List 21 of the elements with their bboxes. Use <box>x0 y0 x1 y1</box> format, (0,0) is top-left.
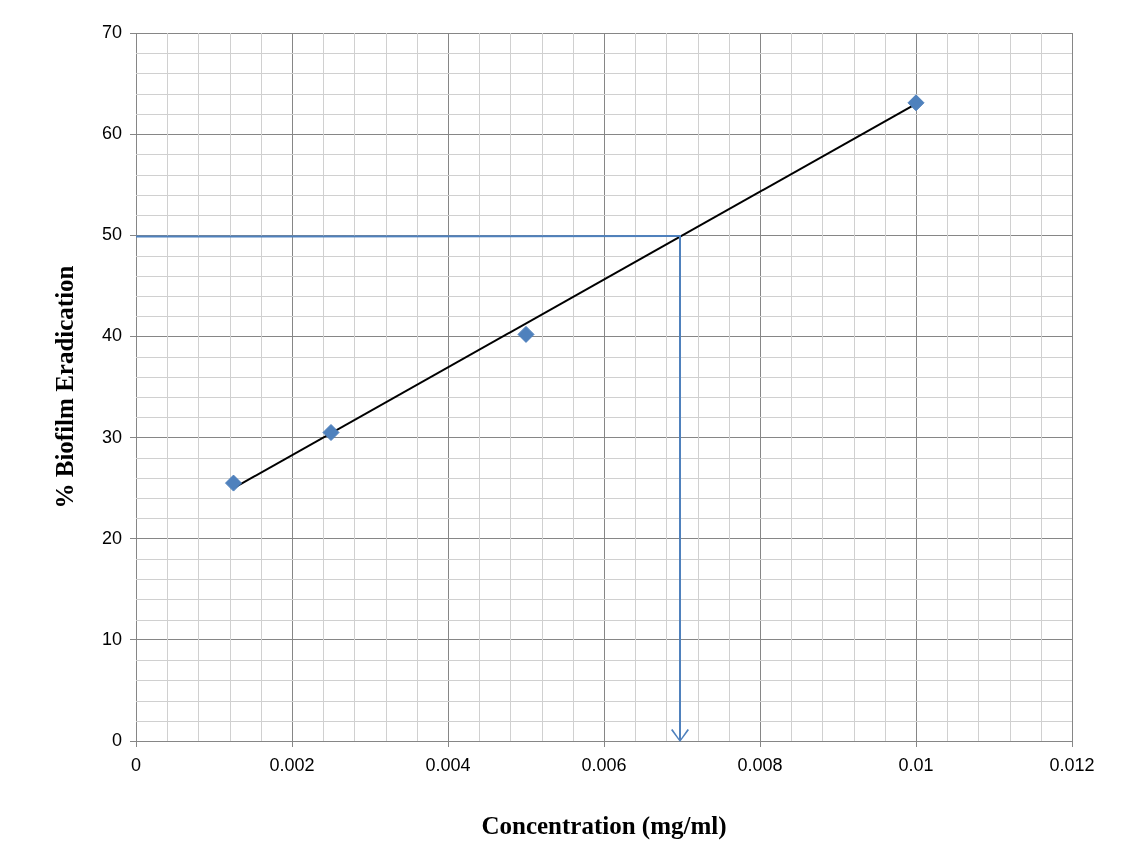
y-tick-label: 0 <box>111 729 122 750</box>
x-tick-label: 0.01 <box>898 754 934 775</box>
point <box>322 424 340 442</box>
y-tick-label: 30 <box>101 426 122 447</box>
point <box>225 474 242 492</box>
x-tick-label: 0.008 <box>737 754 783 775</box>
y-tick-label: 60 <box>101 123 122 144</box>
x-tick-label: 0 <box>130 754 142 775</box>
y-tick-label: 50 <box>101 224 122 245</box>
y-tick-label: 40 <box>101 325 122 346</box>
x-tick-label: 0.002 <box>269 754 315 775</box>
x-tick-label: 0.004 <box>425 754 471 775</box>
x-axis-title: Concentration (mg/ml) <box>481 812 727 841</box>
y-tick-label: 20 <box>101 527 122 548</box>
x-tick-label: 0.012 <box>1049 754 1095 775</box>
point <box>517 325 535 343</box>
y-tick-label: 10 <box>101 628 122 649</box>
y-axis-title: % Biofilm Eradication <box>51 265 79 509</box>
point <box>907 94 925 112</box>
y-tick-label: 70 <box>101 21 122 42</box>
x-tick-label: 0.006 <box>581 754 627 775</box>
